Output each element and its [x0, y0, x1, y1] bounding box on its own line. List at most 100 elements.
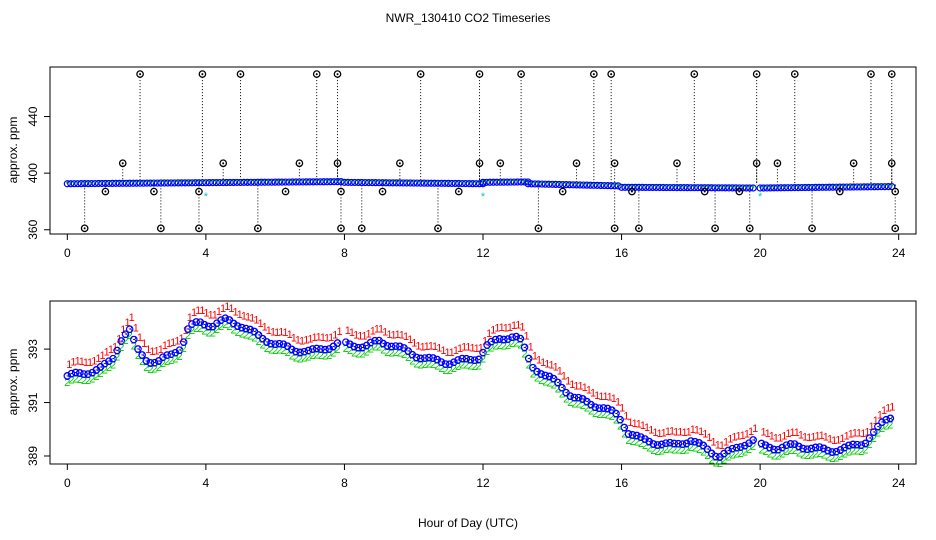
lower-panel-y-label: approx. ppm	[6, 349, 20, 416]
series-3-point: 3	[459, 354, 465, 366]
mean-point	[317, 345, 325, 353]
series-1-point: 1	[312, 332, 318, 344]
series-1-point: 1	[602, 391, 608, 403]
outlier-point-center	[852, 162, 855, 165]
series-1-point: 1	[382, 327, 388, 339]
outlier-point-center	[398, 162, 401, 165]
outlier-point	[891, 187, 900, 196]
series-1-point: 1	[149, 346, 155, 358]
mean-point	[512, 332, 521, 341]
series-1-point: 1	[216, 306, 222, 318]
outlier-point-center	[159, 227, 162, 230]
series-2-point: 2	[580, 400, 586, 412]
series-1-point: 1	[507, 322, 513, 334]
series-2-point: 2	[434, 361, 440, 373]
series-3-point: 3	[451, 357, 457, 369]
mean-point	[445, 360, 454, 368]
x-tick-label: 20	[753, 476, 767, 490]
series-1-point: 1	[366, 328, 372, 340]
series-1-point: 1	[124, 317, 130, 329]
series-2-point: 2	[837, 451, 843, 463]
mean-point	[358, 343, 367, 352]
series-1-point: 1	[137, 332, 143, 344]
series-3-point: 3	[800, 443, 806, 455]
series-3-point: 3	[93, 365, 99, 377]
series-2-point: 2	[600, 409, 606, 421]
mean-point	[296, 348, 304, 357]
outlier-point-center	[222, 162, 225, 165]
series-3-point: 3	[114, 345, 120, 357]
series-1-point: 1	[287, 329, 293, 341]
series-1-point: 1	[677, 427, 683, 439]
series-3-point: 3	[131, 334, 137, 346]
series-3-point: 3	[293, 346, 299, 358]
mean-point	[732, 443, 741, 452]
series-2-point: 2	[775, 451, 781, 463]
series-1-point: 1	[274, 327, 280, 339]
series-2-point: 2	[846, 446, 852, 458]
series-2-point: 2	[418, 359, 424, 371]
series-3-point: 3	[438, 357, 444, 369]
series-2-point: 2	[655, 446, 661, 458]
series-2-point: 2	[301, 353, 307, 365]
series-3-point: 3	[646, 437, 652, 449]
y-tick-label: 393	[26, 339, 40, 359]
series-2-point: 2	[696, 444, 702, 456]
series-3-point: 3	[206, 321, 212, 333]
mean-point	[233, 322, 242, 330]
series-2-point: 2	[530, 369, 536, 381]
series-3-point: 3	[68, 369, 74, 381]
series-2-point: 2	[584, 403, 590, 415]
series-3-point: 3	[251, 326, 257, 338]
series-2-point: 2	[546, 377, 552, 389]
series-1-point: 1	[299, 335, 305, 347]
series-1-point: 1	[727, 433, 733, 445]
series-2-point: 2	[854, 446, 860, 458]
outlier-point-center	[630, 190, 633, 193]
series-2-point: 2	[409, 356, 415, 368]
series-1-point: 1	[291, 332, 297, 344]
mean-point	[616, 415, 624, 424]
series-3-point: 3	[467, 355, 473, 367]
series-3-point: 3	[887, 413, 893, 425]
series-1-point: 1	[578, 381, 584, 393]
mean-point	[454, 356, 462, 364]
series-1-point: 1	[814, 430, 820, 442]
series-3-point: 3	[118, 336, 124, 348]
series-3-point: 3	[197, 317, 203, 329]
series-2-point: 2	[430, 359, 436, 371]
series-2-point: 2	[875, 427, 881, 439]
series-1-point: 1	[657, 428, 663, 440]
series-3-point: 3	[447, 359, 453, 371]
mean-point	[192, 318, 200, 326]
outlier-point-center	[703, 190, 706, 193]
lower-panel-y-axis: 389 391 393	[26, 339, 50, 466]
series-2-point: 2	[222, 319, 228, 331]
series-2-point: 2	[372, 342, 378, 354]
series-2-point: 2	[808, 449, 814, 461]
series-1-point: 1	[623, 410, 629, 422]
mean-point	[63, 372, 72, 380]
series-1-point: 1	[723, 436, 729, 448]
mean-point	[300, 347, 309, 356]
series-3-point: 3	[713, 452, 719, 464]
series-2-point: 2	[81, 375, 87, 387]
series-1-point: 1	[266, 325, 272, 337]
mean-point	[312, 344, 321, 353]
outlier-point-center	[748, 227, 751, 230]
series-3-point: 3	[684, 438, 690, 450]
mean-point	[450, 358, 458, 366]
outlier-point	[610, 159, 619, 168]
outlier-point-center	[298, 162, 301, 165]
series-1-point: 1	[316, 331, 322, 343]
series-1-point: 1	[760, 426, 766, 438]
series-2-point: 2	[264, 343, 270, 355]
series-3-point: 3	[280, 339, 286, 351]
outlier-point-center	[793, 73, 796, 76]
series-1-point: 1	[87, 357, 93, 369]
series-1-point: 1	[873, 415, 879, 427]
series-2-point: 2	[746, 444, 752, 456]
series-3-point: 3	[779, 442, 785, 454]
series-1-point: 1	[166, 338, 172, 350]
outlier-point	[333, 70, 342, 78]
